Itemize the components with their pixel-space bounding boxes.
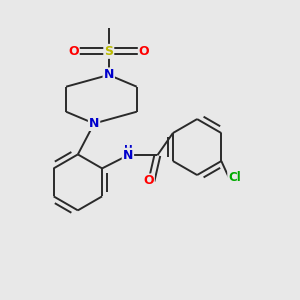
Text: Cl: Cl [228,171,241,184]
Text: N: N [89,117,99,130]
Text: S: S [104,45,113,58]
Text: O: O [143,174,154,188]
Text: N: N [103,68,114,81]
Text: O: O [68,45,79,58]
Text: N: N [123,149,133,162]
Text: H: H [124,145,132,155]
Text: O: O [139,45,149,58]
